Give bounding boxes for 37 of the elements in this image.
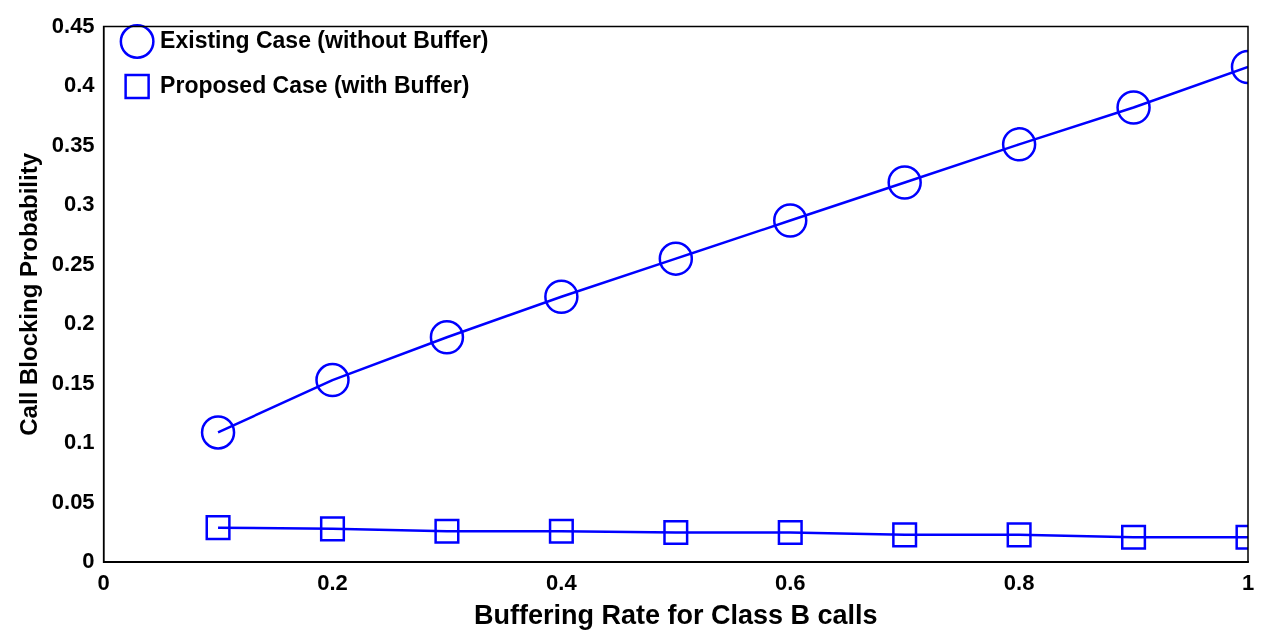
y-tick-label: 0 (82, 548, 95, 574)
y-tick-label: 0.45 (51, 12, 95, 38)
point (887, 165, 922, 200)
x-tick-label: 0.6 (774, 570, 806, 596)
point (315, 362, 350, 398)
point (773, 203, 808, 238)
y-tick-label: 0.4 (64, 72, 96, 98)
point (205, 515, 231, 541)
y-tick-label: 0.1 (64, 429, 95, 455)
point (200, 415, 236, 450)
point (777, 519, 803, 545)
y-tick-label: 0.35 (51, 131, 95, 157)
y-tick-label: 0.15 (51, 369, 95, 395)
point (548, 518, 574, 544)
y-tick-label: 0.3 (64, 191, 95, 217)
point (434, 518, 460, 544)
point (892, 522, 918, 548)
point (319, 516, 346, 542)
y-axis-title: Call Blocking Probability (15, 152, 43, 436)
legend-label: Existing Case (without Buffer) (160, 26, 489, 53)
y-tick-label: 0.2 (64, 310, 95, 336)
point (1006, 522, 1032, 548)
legend-label: Proposed Case (with Buffer) (160, 71, 470, 98)
point (429, 319, 465, 355)
x-tick-label: 0.8 (1003, 570, 1035, 596)
point (544, 279, 579, 314)
point (1001, 127, 1037, 162)
point (663, 519, 689, 545)
x-axis-title: Buffering Rate for Class B calls (474, 600, 878, 631)
y-tick-label: 0.05 (51, 488, 95, 514)
point (1116, 90, 1151, 125)
x-tick-label: 1 (1241, 570, 1255, 596)
x-tick-label: 0.2 (317, 570, 348, 596)
point (658, 241, 694, 276)
y-tick-label: 0.25 (51, 250, 95, 276)
x-tick-label: 0.4 (546, 570, 578, 596)
point (1121, 524, 1147, 550)
